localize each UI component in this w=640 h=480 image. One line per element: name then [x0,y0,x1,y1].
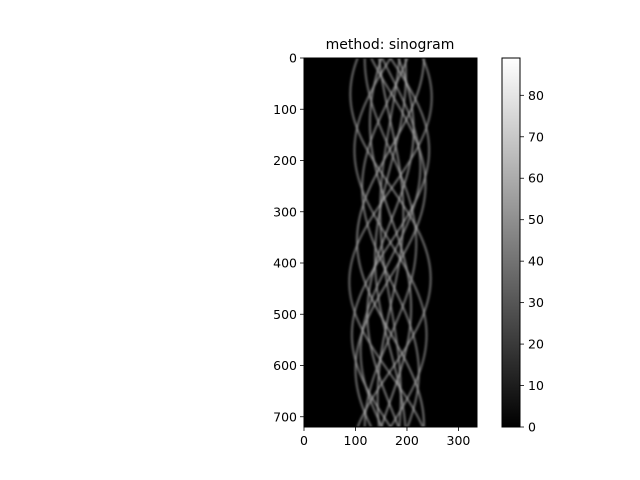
y-tick-label: 300 [273,204,297,219]
x-axis: 0 100 200 300 [300,427,470,448]
colorbar-tick-label: 20 [528,337,544,352]
colorbar-tick-label: 70 [528,129,544,144]
chart-title: method: sinogram [326,37,455,53]
sinogram-traces [348,58,433,427]
x-tick-label: 100 [344,433,368,448]
plot-frame [303,57,478,428]
colorbar-tick-label: 30 [528,295,544,310]
colorbar-tick-label: 40 [528,254,544,269]
y-tick-label: 0 [289,51,297,66]
colorbar [501,57,521,428]
colorbar-tick-label: 10 [528,378,544,393]
sinogram-trace-6 [361,58,420,427]
colorbar-tick-label: 0 [528,420,536,435]
sinogram-trace-2 [348,58,433,427]
y-tick-label: 500 [273,307,297,322]
y-tick-label: 200 [273,153,297,168]
y-tick-label: 600 [273,358,297,373]
y-tick-label: 700 [273,409,297,424]
x-tick-label: 300 [447,433,471,448]
sinogram-trace-9 [349,58,432,427]
colorbar-axis: 0 10 20 30 40 50 60 70 80 [520,88,544,435]
x-tick-label: 200 [395,433,419,448]
y-tick-label: 400 [273,256,297,271]
sinogram-trace-12 [354,58,427,427]
sinogram-trace-13 [359,58,422,427]
sinogram-trace-1 [366,58,415,427]
x-tick-label: 0 [300,433,308,448]
colorbar-tick-label: 80 [528,88,544,103]
sinogram-trace-11 [376,58,405,427]
sinogram-trace-10 [363,58,418,427]
sinogram-trace-7 [353,58,428,427]
y-tick-label: 100 [273,102,297,117]
colorbar-tick-label: 50 [528,212,544,227]
y-axis: 0 100 200 300 400 500 600 700 [273,51,304,424]
colorbar-tick-label: 60 [528,171,544,186]
